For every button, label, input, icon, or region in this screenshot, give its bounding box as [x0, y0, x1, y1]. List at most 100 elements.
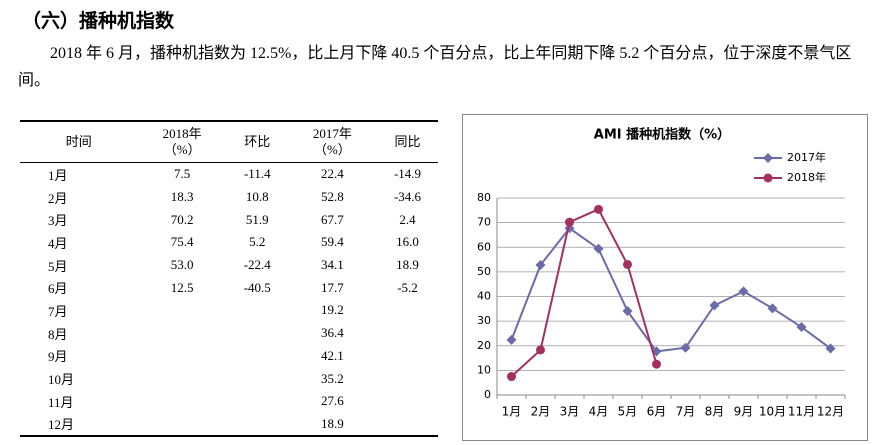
marker: [709, 300, 720, 311]
table-cell: 36.4: [321, 325, 344, 341]
legend-label: 2017年: [787, 150, 826, 164]
x-tick-label: 11月: [788, 405, 815, 419]
table-cell: [377, 299, 438, 322]
series-line: [510, 226, 832, 353]
table-cell: 8月: [48, 326, 68, 342]
table-cell: 59.4: [321, 234, 344, 250]
table-cell: 18.9: [396, 257, 419, 273]
header-cell: 时间: [20, 120, 138, 163]
series-line: [510, 208, 658, 378]
y-tick-label: 60: [477, 240, 491, 253]
table-cell: 34.1: [321, 257, 344, 273]
table-cell: 11月: [48, 394, 74, 410]
table-row: 2月 18.3 10.8 52.8 -34.6: [20, 186, 438, 209]
table-cell: 7月: [48, 303, 68, 319]
table-cell: [227, 367, 288, 390]
table-row: 9月 42.1: [20, 345, 438, 368]
table-cell: 7.5: [174, 166, 191, 182]
marker: [623, 259, 632, 269]
table-cell: [138, 322, 227, 345]
table-cell: -5.2: [397, 279, 418, 295]
marker: [652, 359, 661, 369]
x-tick-label: 6月: [647, 405, 667, 419]
x-tick-label: 5月: [618, 405, 638, 419]
table-cell: 16.0: [396, 234, 419, 250]
table-cell: [227, 345, 288, 368]
x-tick-label: 9月: [734, 405, 754, 419]
y-tick-label: 40: [477, 290, 491, 303]
x-tick-label: 12月: [817, 405, 844, 419]
table-row: 8月 36.4: [20, 322, 438, 345]
legend-marker: [763, 153, 773, 163]
table-row: 1月 7.5 -11.4 22.4 -14.9: [20, 163, 438, 186]
table-cell: 67.7: [321, 211, 344, 227]
y-tick-label: 80: [477, 191, 491, 204]
y-tick-label: 70: [477, 216, 491, 229]
table-cell: 17.7: [321, 279, 344, 295]
marker: [506, 334, 517, 345]
marker: [565, 217, 574, 227]
table-cell: 2.4: [399, 211, 416, 227]
table-cell: 18.9: [287, 412, 377, 438]
table-cell: [377, 412, 438, 438]
legend-label: 2018年: [787, 170, 826, 184]
legend-marker: [763, 173, 773, 183]
table-row: 5月 53.0 -22.4 34.1 18.9: [20, 254, 438, 277]
table-row: 11月 27.6: [20, 390, 438, 413]
table-cell: -22.4: [243, 257, 271, 273]
table-cell: [227, 299, 288, 322]
table-cell: 9月: [48, 349, 68, 365]
header-cell: 环比: [226, 120, 288, 163]
y-tick-label: 20: [477, 339, 491, 352]
x-tick-label: 2月: [531, 405, 551, 419]
table-cell: 35.2: [321, 370, 344, 386]
table-cell: 51.9: [245, 211, 269, 227]
table-cell: [227, 322, 288, 345]
marker: [593, 243, 604, 254]
paragraph: 2018 年 6 月，播种机指数为 12.5%，比上月下降 40.5 个百分点，…: [18, 45, 852, 89]
header-cell: 同比: [377, 120, 438, 163]
x-tick-label: 4月: [589, 405, 609, 419]
x-tick-label: 7月: [676, 405, 696, 419]
marker: [507, 372, 516, 382]
table-cell: 53.0: [170, 257, 194, 273]
y-tick-label: 10: [477, 363, 491, 376]
table-cell: 18.3: [170, 189, 194, 205]
table-cell: [377, 322, 438, 345]
chart: AMI 播种机指数（%） 0 10 20 30 40 50 60 70 80 1月 2月 3月 4月 5月…: [462, 114, 868, 441]
marker: [796, 322, 807, 333]
y-tick-label: 0: [484, 388, 491, 401]
x-tick-label: 10月: [759, 405, 786, 419]
y-tick-label: 30: [477, 314, 491, 327]
table-row: 3月 70.2 51.9 67.7 2.4: [20, 208, 438, 231]
table-cell: 3月: [48, 213, 68, 229]
table-cell: 2月: [48, 190, 68, 206]
table-cell: [137, 412, 227, 438]
marker: [767, 303, 778, 314]
chart-title: AMI 播种机指数（%）: [594, 127, 730, 143]
table-cell: [377, 367, 438, 390]
marker: [536, 345, 545, 355]
chart-frame: [462, 114, 868, 441]
table-cell: [377, 390, 438, 413]
table-body: 1月 7.5 -11.4 22.4 -14.9 2月 18.3 10.8 52.8 -34.6 3月…: [20, 163, 438, 438]
table-cell: [377, 345, 438, 368]
table-row: 7月 19.2: [20, 299, 438, 322]
table-cell: [138, 390, 227, 413]
table-cell: 5.2: [249, 234, 266, 250]
table-cell: 19.2: [321, 302, 344, 318]
table-row: 12月 18.9: [20, 412, 438, 438]
x-tick-label: 1月: [502, 405, 522, 419]
table-cell: -11.4: [243, 166, 271, 182]
marker: [622, 306, 633, 317]
marker: [825, 343, 836, 354]
header-cell: 2017年 （%）: [287, 120, 377, 163]
marker: [680, 342, 691, 353]
table-cell: [138, 345, 227, 368]
heading: （六）播种机指数: [22, 10, 175, 32]
table-cell: 75.4: [170, 234, 194, 250]
table-cell: -40.5: [243, 279, 271, 295]
table-cell: 12.5: [170, 279, 194, 295]
table-row: 6月 12.5 -40.5 17.7 -5.2: [20, 276, 438, 299]
